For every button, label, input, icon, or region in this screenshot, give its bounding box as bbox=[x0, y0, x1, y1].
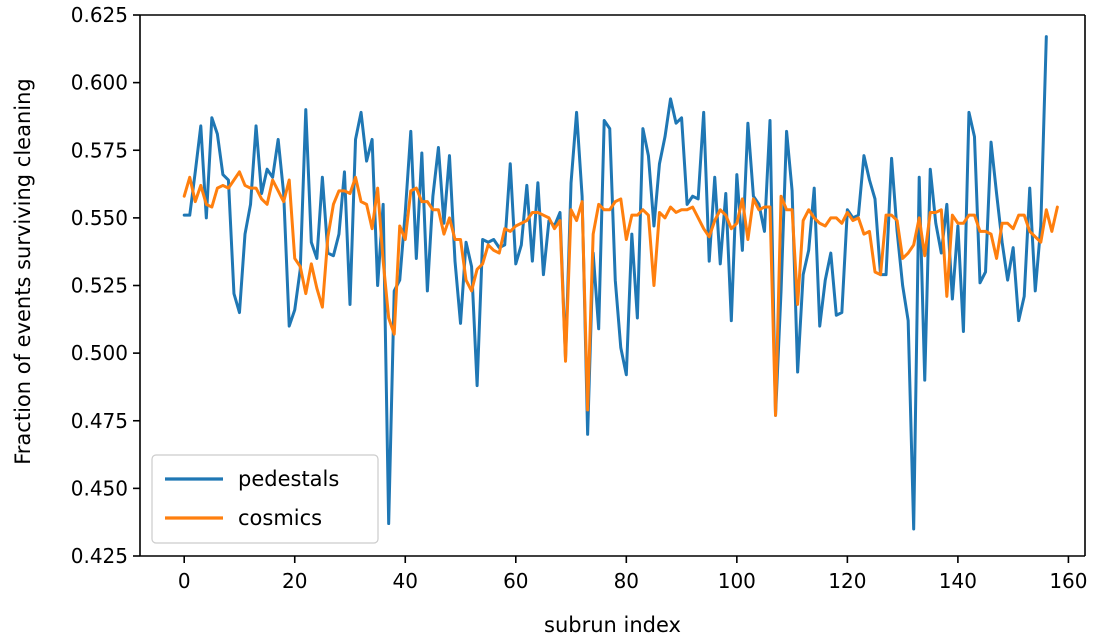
y-axis-label: Fraction of events surviving cleaning bbox=[11, 78, 35, 465]
y-tick-label: 0.425 bbox=[71, 544, 128, 568]
x-tick-label: 100 bbox=[718, 569, 756, 593]
legend-label-pedestals: pedestals bbox=[238, 467, 339, 491]
x-tick-label: 140 bbox=[939, 569, 977, 593]
y-tick-label: 0.450 bbox=[71, 476, 128, 500]
x-tick-label: 80 bbox=[614, 569, 639, 593]
legend-label-cosmics: cosmics bbox=[238, 506, 322, 530]
x-tick-label: 40 bbox=[393, 569, 418, 593]
x-tick-label: 60 bbox=[503, 569, 528, 593]
y-tick-label: 0.500 bbox=[71, 341, 128, 365]
y-tick-label: 0.600 bbox=[71, 71, 128, 95]
x-tick-label: 0 bbox=[178, 569, 191, 593]
y-tick-label: 0.525 bbox=[71, 274, 128, 298]
x-tick-label: 120 bbox=[828, 569, 866, 593]
y-tick-label: 0.550 bbox=[71, 206, 128, 230]
x-axis-ticks: 0 20 40 60 80 100 120 140 160 bbox=[178, 556, 1088, 593]
y-tick-label: 0.475 bbox=[71, 409, 128, 433]
x-tick-label: 160 bbox=[1049, 569, 1087, 593]
y-axis-ticks: 0.425 0.450 0.475 0.500 0.525 0.550 0.575 0.600… bbox=[71, 3, 140, 568]
legend: pedestals cosmics bbox=[152, 455, 378, 543]
x-tick-label: 20 bbox=[282, 569, 307, 593]
y-tick-label: 0.575 bbox=[71, 138, 128, 162]
x-axis-label: subrun index bbox=[544, 613, 681, 637]
y-tick-label: 0.625 bbox=[71, 3, 128, 27]
